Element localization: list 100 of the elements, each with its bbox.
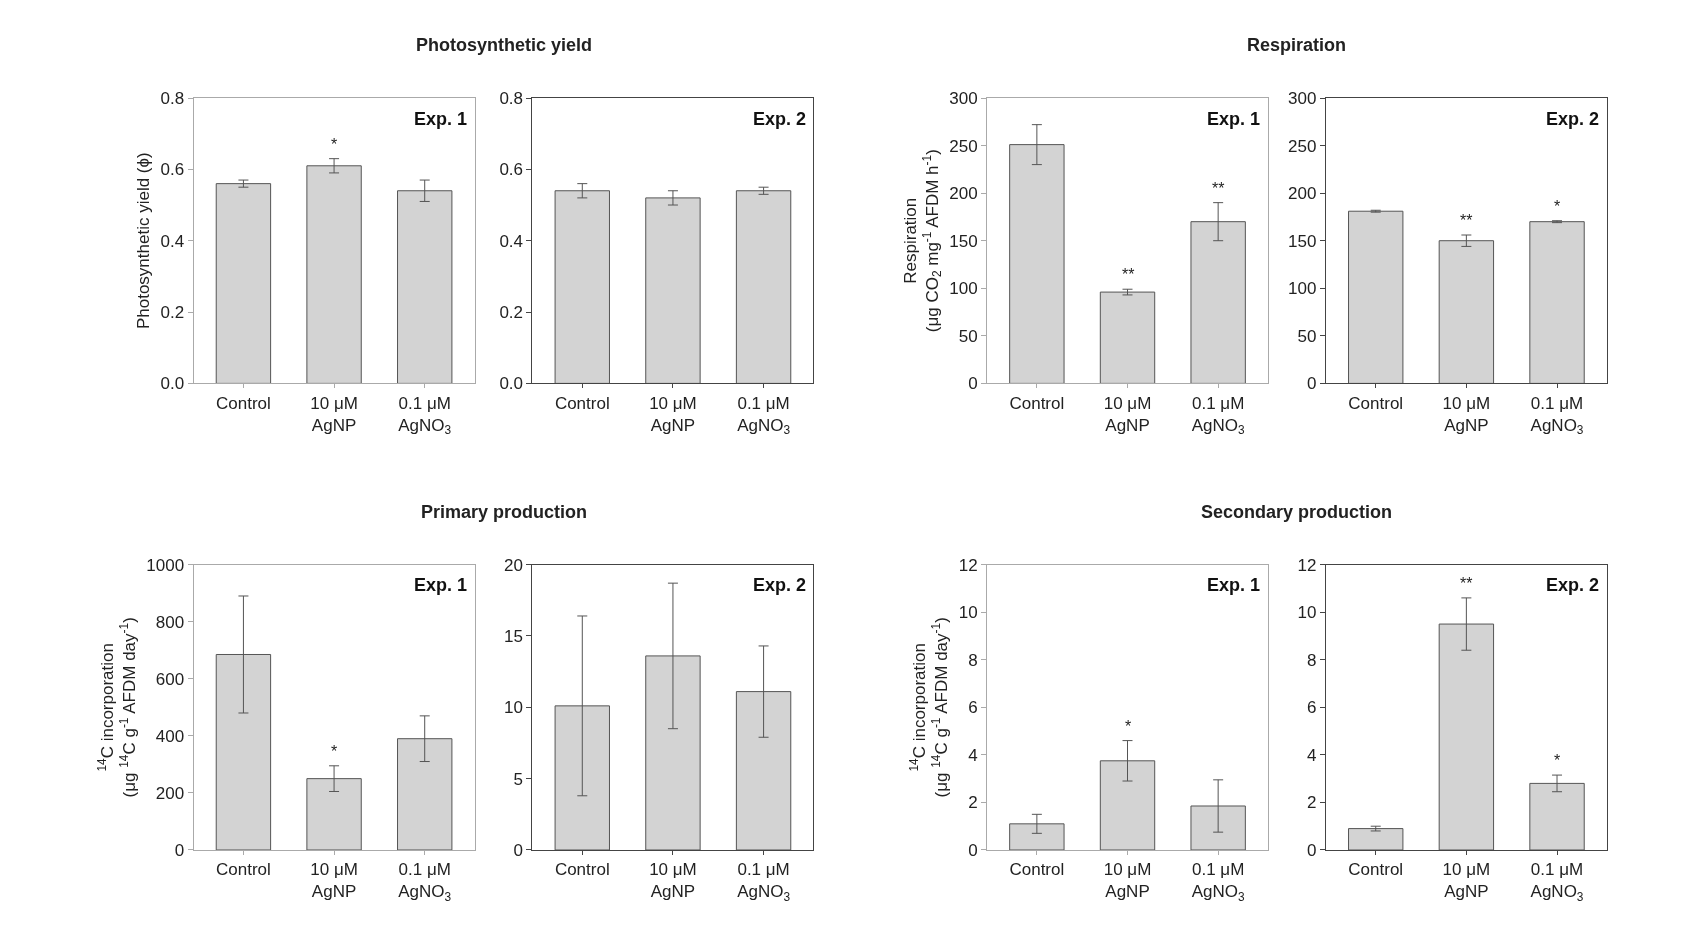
- x-tick-label: Control: [554, 860, 610, 880]
- annotation: **: [1460, 575, 1473, 592]
- x-tick-label: 10 μM AgNP: [310, 860, 358, 902]
- y-tick-label: 0.6: [160, 160, 185, 180]
- y-tick-label: 0.0: [499, 374, 524, 394]
- y-tick-label: 0.4: [499, 231, 524, 251]
- chart-title: Respiration: [1247, 35, 1347, 55]
- y-tick-label: 8: [1307, 650, 1317, 670]
- y-tick-label: 50: [958, 326, 978, 346]
- y-tick-label: 800: [155, 612, 185, 632]
- annotation: **: [1122, 266, 1135, 283]
- y-tick-label: 300: [949, 88, 978, 108]
- y-tick-label: 12: [958, 555, 978, 575]
- annotation: Exp. 1: [414, 575, 468, 595]
- y-tick-label: 0.6: [499, 160, 524, 180]
- y-tick-label: 10: [1297, 603, 1317, 623]
- y-tick-label: 0.2: [160, 303, 185, 322]
- annotation: *: [331, 136, 338, 153]
- y-tick-label: 6: [968, 698, 978, 718]
- y-tick-label: 0.4: [160, 231, 185, 251]
- x-tick-label: 0.1 μM AgNO$_{3}$: [1191, 393, 1245, 438]
- y-tick-label: 15: [504, 626, 524, 646]
- y-tick-label: 6: [1307, 698, 1317, 718]
- x-tick-label: Control: [216, 393, 271, 413]
- annotation: *: [1554, 752, 1561, 769]
- bar: [1348, 828, 1404, 850]
- x-tick-label: Control: [1009, 393, 1065, 413]
- chart-title: Primary production: [421, 502, 588, 522]
- y-tick-label: 0: [968, 374, 978, 394]
- y-tick-label: 2: [1307, 793, 1317, 813]
- bar: [215, 183, 272, 384]
- y-tick-label: 250: [949, 136, 978, 156]
- y-tick-label: 2: [968, 793, 978, 813]
- y-tick-label: 4: [1307, 745, 1317, 765]
- chart-title: Secondary production: [1201, 502, 1393, 522]
- x-tick-label: Control: [1009, 860, 1065, 880]
- y-tick-label: 150: [1288, 231, 1317, 251]
- annotation: Exp. 2: [1546, 575, 1600, 595]
- x-tick-label: 10 μM AgNP: [310, 393, 358, 435]
- annotation: **: [1460, 212, 1473, 229]
- annotation: *: [331, 743, 338, 760]
- y-tick-label: 20: [504, 555, 524, 575]
- chart-title: Photosynthetic yield: [416, 35, 593, 55]
- x-tick-label: Control: [1348, 860, 1404, 880]
- y-tick-label: 300: [1288, 88, 1317, 108]
- bar: [1348, 210, 1404, 384]
- annotation: *: [1554, 198, 1561, 215]
- y-tick-label: 400: [155, 726, 185, 746]
- y-tick-label: 200: [155, 783, 185, 803]
- y-tick-label: 100: [949, 279, 978, 299]
- y-tick-label: 150: [949, 231, 978, 251]
- y-tick-label: 4: [968, 745, 978, 765]
- x-tick-label: 10 μM AgNP: [1103, 860, 1152, 902]
- x-tick-label: 0.1 μM AgNO$_{3}$: [1530, 860, 1584, 905]
- y-tick-label: 0: [1307, 840, 1317, 860]
- x-tick-label: Control: [216, 860, 271, 880]
- y-tick-label: 0: [174, 840, 185, 860]
- annotation: *: [1125, 718, 1132, 735]
- y-tick-label: 0.8: [499, 88, 524, 108]
- annotation: Exp. 2: [753, 109, 807, 129]
- y-tick-label: 0.0: [160, 374, 185, 394]
- annotation: **: [1212, 180, 1225, 197]
- y-axis-title: Photosynthetic yield (ϕ): [134, 152, 154, 330]
- x-tick-label: 10 μM AgNP: [1103, 393, 1152, 435]
- y-tick-label: 0.8: [160, 88, 185, 108]
- y-tick-label: 0: [968, 840, 978, 860]
- y-tick-label: 5: [513, 769, 524, 789]
- y-tick-label: 50: [1297, 326, 1317, 346]
- x-tick-label: 10 μM AgNP: [1442, 393, 1491, 435]
- annotation: Exp. 1: [1207, 575, 1261, 595]
- annotation: Exp. 2: [1546, 109, 1600, 129]
- y-tick-label: 12: [1297, 555, 1317, 575]
- y-tick-label: 600: [155, 669, 185, 689]
- x-tick-label: 10 μM AgNP: [649, 393, 697, 435]
- x-tick-label: 0.1 μM AgNO$_{3}$: [1530, 393, 1584, 438]
- y-tick-label: 0: [513, 840, 524, 860]
- x-tick-label: 0.1 μM AgNO$_{3}$: [1191, 860, 1245, 905]
- x-tick-label: 0.1 μM AgNO$_{3}$: [398, 860, 452, 905]
- x-tick-label: 10 μM AgNP: [1442, 860, 1491, 902]
- y-tick-label: 1000: [146, 555, 185, 575]
- annotation: Exp. 2: [753, 575, 807, 595]
- y-tick-label: 10: [504, 698, 524, 718]
- annotation: Exp. 1: [414, 109, 468, 129]
- annotation: Exp. 1: [1207, 109, 1261, 129]
- y-tick-label: 0.2: [499, 303, 524, 322]
- y-tick-label: 200: [949, 184, 978, 204]
- y-tick-label: 0: [1307, 374, 1317, 394]
- y-tick-label: 250: [1288, 136, 1317, 156]
- bar: [1099, 291, 1156, 384]
- x-tick-label: 0.1 μM AgNO$_{3}$: [737, 860, 791, 905]
- x-tick-label: Control: [1348, 393, 1404, 413]
- x-tick-label: 10 μM AgNP: [649, 860, 697, 902]
- x-tick-label: 0.1 μM AgNO$_{3}$: [737, 393, 791, 438]
- y-tick-label: 100: [1288, 279, 1317, 299]
- x-tick-label: Control: [554, 393, 610, 413]
- y-tick-label: 8: [968, 650, 978, 670]
- y-tick-label: 10: [958, 603, 978, 623]
- y-tick-label: 200: [1288, 184, 1317, 204]
- x-tick-label: 0.1 μM AgNO$_{3}$: [398, 393, 452, 438]
- bar: [1529, 221, 1585, 384]
